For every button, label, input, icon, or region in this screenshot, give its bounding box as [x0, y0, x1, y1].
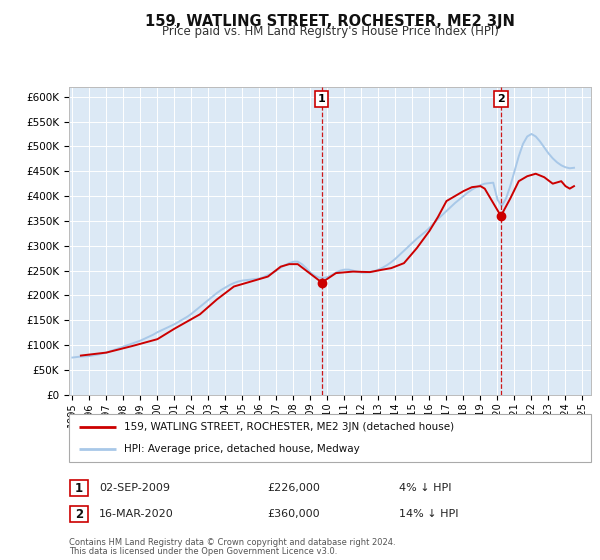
Text: 1: 1	[75, 482, 83, 495]
FancyBboxPatch shape	[70, 480, 88, 496]
Text: 159, WATLING STREET, ROCHESTER, ME2 3JN (detached house): 159, WATLING STREET, ROCHESTER, ME2 3JN …	[124, 422, 454, 432]
FancyBboxPatch shape	[69, 414, 591, 462]
Text: HPI: Average price, detached house, Medway: HPI: Average price, detached house, Medw…	[124, 444, 359, 454]
Text: £360,000: £360,000	[267, 509, 320, 519]
Text: 4% ↓ HPI: 4% ↓ HPI	[399, 483, 452, 493]
Text: Contains HM Land Registry data © Crown copyright and database right 2024.: Contains HM Land Registry data © Crown c…	[69, 538, 395, 547]
Text: 1: 1	[318, 94, 326, 104]
FancyBboxPatch shape	[70, 506, 88, 522]
Text: This data is licensed under the Open Government Licence v3.0.: This data is licensed under the Open Gov…	[69, 547, 337, 556]
Text: 14% ↓ HPI: 14% ↓ HPI	[399, 509, 458, 519]
Text: 2: 2	[75, 507, 83, 521]
Text: 02-SEP-2009: 02-SEP-2009	[99, 483, 170, 493]
Text: £226,000: £226,000	[267, 483, 320, 493]
Text: 159, WATLING STREET, ROCHESTER, ME2 3JN: 159, WATLING STREET, ROCHESTER, ME2 3JN	[145, 14, 515, 29]
Text: 2: 2	[497, 94, 505, 104]
Text: 16-MAR-2020: 16-MAR-2020	[99, 509, 174, 519]
Text: Price paid vs. HM Land Registry's House Price Index (HPI): Price paid vs. HM Land Registry's House …	[161, 25, 499, 38]
